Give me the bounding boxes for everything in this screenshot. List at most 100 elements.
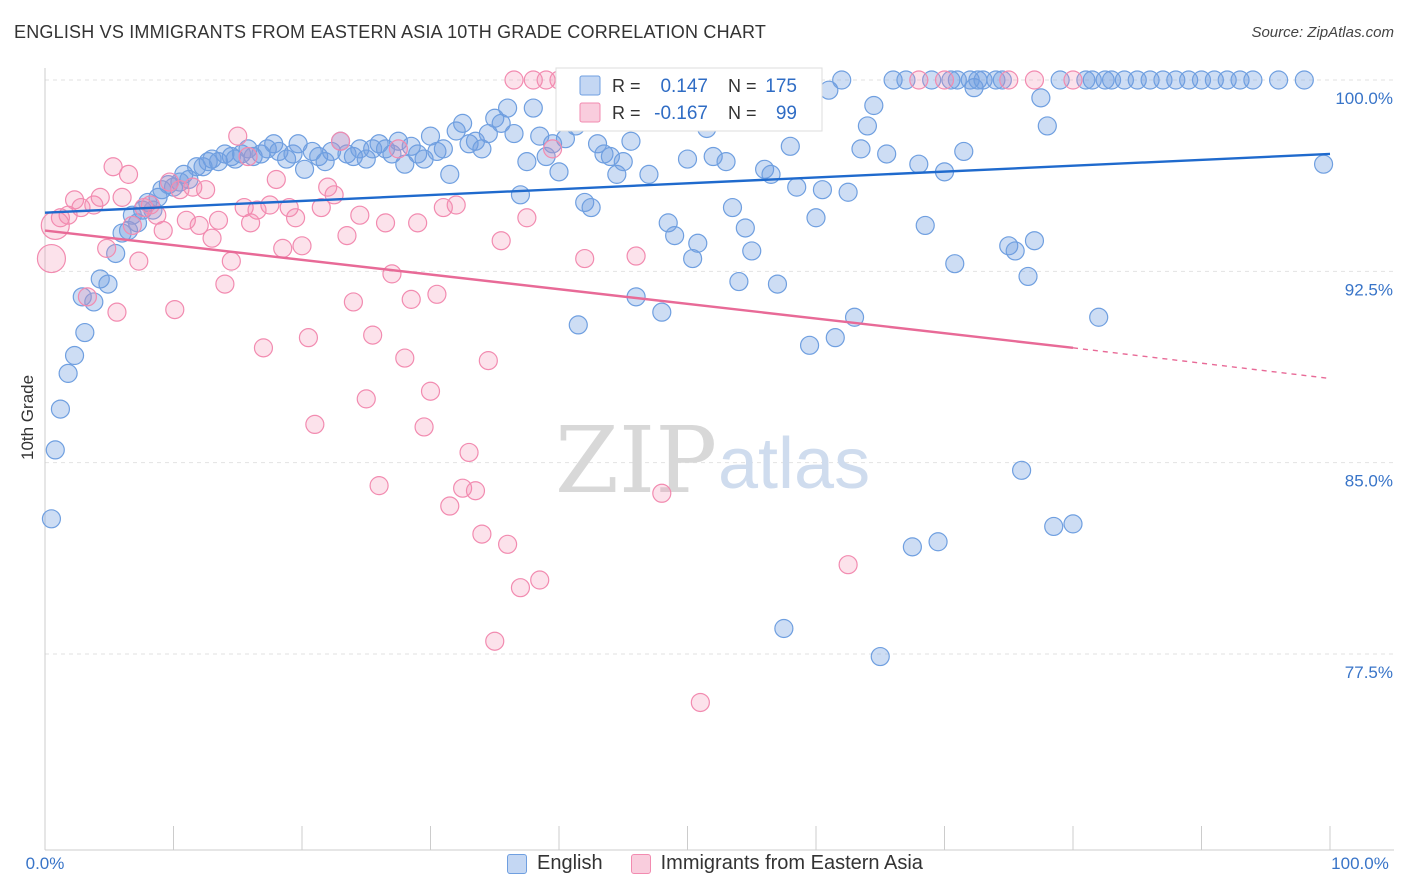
eastern-asia-point[interactable] bbox=[103, 157, 123, 177]
eastern-asia-point[interactable] bbox=[330, 131, 351, 151]
english-point[interactable] bbox=[388, 131, 408, 151]
eastern-asia-point[interactable] bbox=[510, 578, 531, 598]
english-point[interactable] bbox=[915, 215, 935, 236]
english-point[interactable] bbox=[870, 646, 890, 667]
eastern-asia-point[interactable] bbox=[36, 243, 67, 274]
english-point[interactable] bbox=[408, 144, 428, 164]
eastern-asia-point[interactable] bbox=[337, 226, 357, 246]
english-point[interactable] bbox=[1243, 70, 1263, 90]
eastern-asia-point[interactable] bbox=[350, 205, 370, 225]
eastern-asia-point[interactable] bbox=[285, 208, 306, 228]
eastern-asia-point[interactable] bbox=[909, 70, 929, 90]
eastern-asia-point[interactable] bbox=[504, 70, 524, 90]
eastern-asia-point[interactable] bbox=[153, 220, 173, 241]
eastern-asia-point[interactable] bbox=[472, 524, 492, 544]
english-point[interactable] bbox=[1095, 70, 1115, 90]
english-point[interactable] bbox=[50, 399, 71, 419]
eastern-asia-point[interactable] bbox=[375, 213, 396, 233]
eastern-asia-point[interactable] bbox=[77, 287, 98, 307]
eastern-asia-point[interactable] bbox=[369, 476, 389, 496]
english-point[interactable] bbox=[864, 95, 884, 116]
english-point[interactable] bbox=[84, 292, 104, 312]
eastern-asia-point[interactable] bbox=[305, 414, 325, 434]
eastern-asia-point[interactable] bbox=[530, 570, 550, 590]
english-point[interactable] bbox=[767, 274, 788, 294]
eastern-asia-point[interactable] bbox=[165, 300, 185, 320]
english-point[interactable] bbox=[832, 70, 852, 90]
eastern-asia-point[interactable] bbox=[440, 496, 460, 516]
eastern-asia-point[interactable] bbox=[176, 210, 196, 230]
eastern-asia-point[interactable] bbox=[652, 483, 672, 503]
english-point[interactable] bbox=[683, 248, 703, 269]
english-point[interactable] bbox=[909, 154, 929, 174]
eastern-asia-point[interactable] bbox=[491, 231, 511, 251]
english-point[interactable] bbox=[1011, 460, 1032, 480]
english-point[interactable] bbox=[294, 159, 315, 179]
english-point[interactable] bbox=[41, 509, 62, 529]
english-point[interactable] bbox=[838, 182, 858, 202]
english-point[interactable] bbox=[453, 113, 473, 133]
eastern-asia-point[interactable] bbox=[999, 70, 1019, 90]
eastern-asia-point[interactable] bbox=[107, 302, 127, 322]
eastern-asia-point[interactable] bbox=[420, 381, 441, 401]
eastern-asia-point[interactable] bbox=[446, 195, 466, 215]
eastern-asia-point[interactable] bbox=[140, 195, 160, 215]
english-point[interactable] bbox=[433, 139, 453, 159]
english-point[interactable] bbox=[999, 236, 1019, 256]
english-point[interactable] bbox=[799, 335, 820, 355]
english-point[interactable] bbox=[742, 241, 762, 261]
eastern-asia-point[interactable] bbox=[196, 180, 216, 200]
english-point[interactable] bbox=[703, 146, 723, 167]
english-point[interactable] bbox=[309, 146, 329, 167]
legend-item-english[interactable]: English bbox=[507, 852, 603, 875]
english-point[interactable] bbox=[787, 177, 807, 197]
eastern-asia-point[interactable] bbox=[279, 197, 299, 218]
eastern-asia-point[interactable] bbox=[112, 187, 132, 207]
english-point[interactable] bbox=[283, 144, 303, 164]
english-point[interactable] bbox=[1031, 88, 1051, 108]
english-point[interactable] bbox=[575, 192, 595, 213]
eastern-asia-point[interactable] bbox=[215, 274, 235, 294]
english-point[interactable] bbox=[851, 139, 871, 159]
eastern-asia-point[interactable] bbox=[266, 169, 286, 190]
english-point[interactable] bbox=[302, 141, 322, 162]
english-point[interactable] bbox=[446, 121, 466, 141]
english-point[interactable] bbox=[517, 152, 537, 172]
english-point[interactable] bbox=[613, 152, 633, 172]
eastern-asia-point[interactable] bbox=[122, 215, 142, 236]
english-point[interactable] bbox=[208, 152, 229, 172]
eastern-asia-point[interactable] bbox=[228, 126, 248, 146]
english-point[interactable] bbox=[549, 162, 569, 182]
english-point[interactable] bbox=[276, 149, 297, 169]
english-point[interactable] bbox=[652, 302, 672, 322]
english-point[interactable] bbox=[639, 164, 659, 184]
english-point[interactable] bbox=[722, 197, 743, 218]
english-point[interactable] bbox=[510, 185, 531, 205]
english-point[interactable] bbox=[877, 144, 897, 164]
eastern-asia-point[interactable] bbox=[189, 215, 209, 236]
eastern-asia-point[interactable] bbox=[414, 417, 434, 437]
english-point[interactable] bbox=[754, 159, 775, 179]
english-point[interactable] bbox=[677, 149, 698, 169]
eastern-asia-point[interactable] bbox=[118, 164, 139, 184]
eastern-asia-point[interactable] bbox=[253, 338, 274, 358]
eastern-asia-point[interactable] bbox=[160, 172, 180, 192]
english-point[interactable] bbox=[504, 123, 524, 144]
english-point[interactable] bbox=[928, 532, 948, 552]
english-point[interactable] bbox=[825, 328, 845, 348]
eastern-asia-point[interactable] bbox=[247, 200, 267, 220]
english-point[interactable] bbox=[58, 363, 78, 383]
eastern-asia-point[interactable] bbox=[318, 177, 338, 197]
eastern-asia-point[interactable] bbox=[542, 139, 563, 159]
eastern-asia-point[interactable] bbox=[363, 325, 383, 345]
english-point[interactable] bbox=[269, 141, 289, 162]
english-point[interactable] bbox=[75, 322, 95, 343]
eastern-asia-point[interactable] bbox=[838, 555, 858, 575]
english-point[interactable] bbox=[187, 157, 207, 177]
english-point[interactable] bbox=[621, 131, 641, 151]
english-point[interactable] bbox=[600, 146, 621, 167]
eastern-asia-point[interactable] bbox=[382, 264, 402, 284]
english-point[interactable] bbox=[369, 134, 389, 154]
english-point[interactable] bbox=[774, 618, 794, 639]
english-point[interactable] bbox=[485, 108, 505, 128]
